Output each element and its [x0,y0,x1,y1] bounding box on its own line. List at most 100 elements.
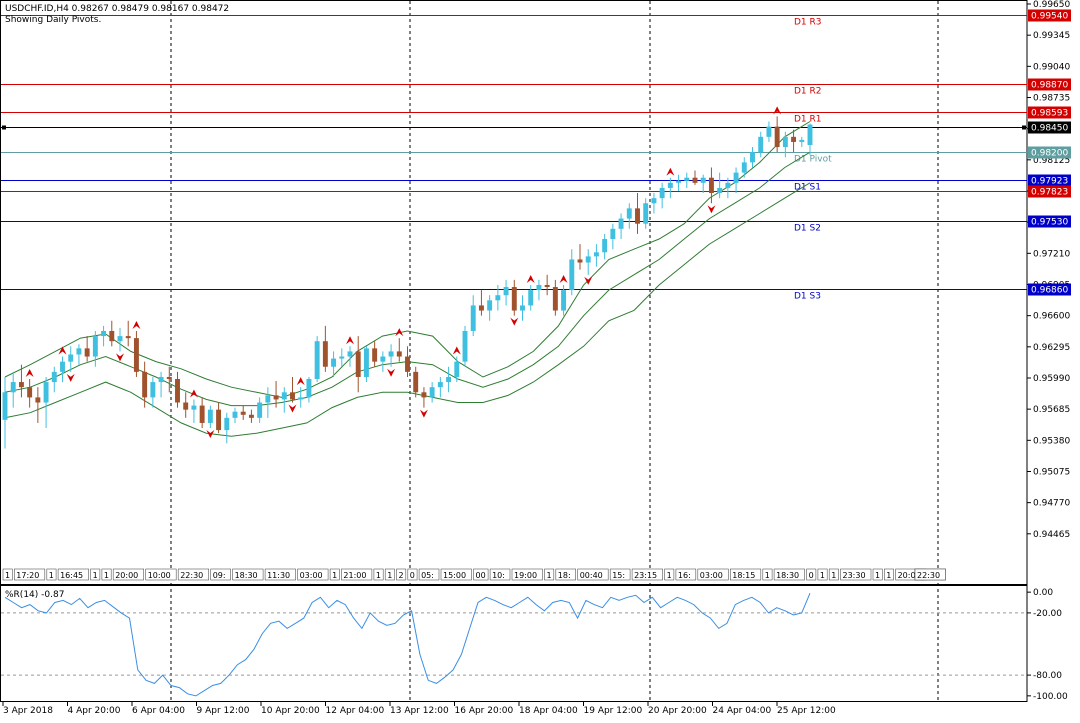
pivot-level-name: D1 R2 [794,87,822,97]
candle-body [676,180,682,183]
candle-body [273,395,279,400]
wpr-axis-label: -100.00 [1033,692,1068,702]
bollinger-upper [4,121,811,398]
candle-body [758,136,764,153]
pivot-level-name: D1 S3 [794,292,821,302]
candle-body [101,330,107,337]
time-strip-box [762,568,773,581]
time-strip-box [57,568,89,581]
time-strip-label: 1 [93,571,98,580]
time-strip-box [14,568,46,581]
price-axis-label: 0.99650 [1033,0,1070,10]
pivot-level-name: D1 S2 [794,224,821,234]
time-strip-label: 22:30 [180,571,203,580]
price-tag-text: 0.96860 [1031,286,1068,296]
time-strip-label: 1 [376,571,381,580]
candle-body [593,252,599,257]
fractal-down-arrow [288,404,297,413]
candle-body [577,259,583,263]
wpr-line [4,593,811,697]
fractal-up-arrow [25,369,34,378]
fractal-down-arrow [387,368,396,377]
candle-body [232,411,238,418]
candle-body [191,405,197,410]
candle-body [413,371,419,393]
time-strip-label: 1 [886,571,891,580]
time-axis-label: 19 Apr 12:00 [584,706,643,716]
price-tag-text: 0.97530 [1031,218,1068,228]
price-axis-label: 0.98125 [1033,156,1070,166]
time-strip-label: 0 [410,571,415,580]
time-strip-box [384,568,395,581]
time-strip-label: 1 [667,571,672,580]
candle-body [10,382,16,393]
time-axis-label: 25 Apr 12:00 [777,706,836,716]
time-strip-box [914,568,946,581]
price-tag-text: 0.97923 [1031,177,1068,187]
candle-body [421,392,427,398]
candle-body [725,182,731,188]
wpr-axis-label: 0.00 [1033,588,1053,598]
time-strip-label: 1 [765,571,770,580]
time-strip-box [664,568,675,581]
price-tag [1028,9,1071,22]
fractal-down-arrow [584,276,593,285]
price-axis-label: 0.95685 [1033,405,1070,415]
candle-body [51,371,57,383]
candle-body [561,290,567,311]
time-axis-label: 16 Apr 20:00 [455,706,514,716]
price-axis-label: 0.96600 [1033,312,1070,322]
candle-body [166,376,172,380]
time-strip-label: 22:30 [917,571,940,580]
time-strip-label: 10:00 [148,571,171,580]
candle-body [446,376,452,383]
time-strip-box [840,568,872,581]
candle-body [470,305,476,331]
time-strip-box [883,568,894,581]
time-strip-label: 21:00 [343,571,366,580]
candle-body [635,208,640,224]
candle-body [766,126,772,137]
candle-body [569,259,575,291]
fractal-down-arrow [66,373,75,382]
candle-body [618,218,624,229]
candle-body [585,256,591,263]
time-strip-box [341,568,373,581]
time-strip-label: 00 [476,571,486,580]
indicator-label: %R(14) -0.87 [5,590,65,600]
time-strip-box [489,568,511,581]
time-strip-box [729,568,762,581]
time-strip-box [817,568,828,581]
candle-body [158,376,164,383]
candle-body [552,287,558,311]
candle-body [109,330,115,342]
time-strip-label: 18:15 [732,571,755,580]
candle-body [643,203,649,224]
price-axis-label: 0.95380 [1033,436,1070,446]
candle-body [396,351,402,357]
time-strip-label: 1 [387,571,392,580]
candle-body [92,336,98,357]
price-axis-label: 0.96295 [1033,343,1070,353]
time-strip-box [177,568,209,581]
time-strip-box [697,568,729,581]
time-strip-box [872,568,883,581]
time-strip-label: 17:20 [16,571,39,580]
time-strip-label: 18:30 [776,571,799,580]
candle-body [692,177,698,183]
candle-body [503,287,509,296]
candle-body [216,409,222,431]
time-strip-box [828,568,839,581]
price-tag-text: 0.98870 [1031,81,1068,91]
candle-body [142,371,148,398]
candle-body [667,182,673,188]
price-tag-text: 0.97823 [1031,188,1068,198]
time-strip-label: 10: [492,571,505,580]
candle-body [774,126,780,148]
pivot-level-name: D1 R3 [794,18,822,28]
time-axis-label: 6 Apr 04:00 [132,706,185,716]
fractal-down-arrow [419,409,428,418]
fractal-up-arrow [395,328,404,337]
candle-body [659,187,665,199]
time-strip-box [112,568,144,581]
